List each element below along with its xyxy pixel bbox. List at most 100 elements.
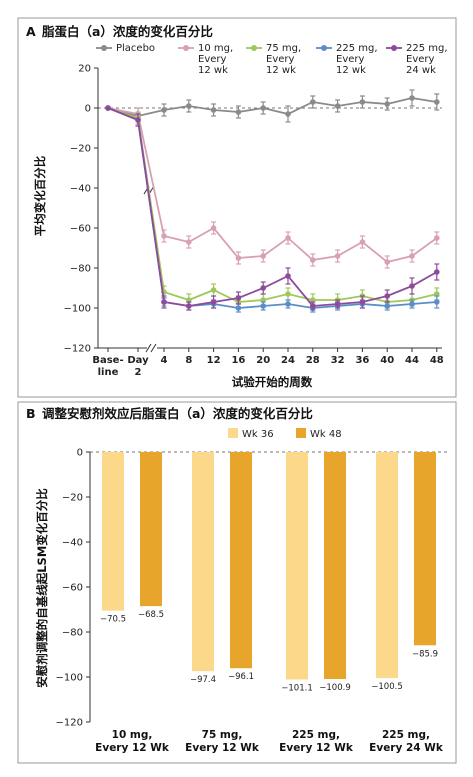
bar <box>192 452 214 672</box>
panel-b-letter: B <box>26 406 36 421</box>
x-tick-label: 12 <box>207 355 221 366</box>
data-point <box>434 99 440 105</box>
x-tick-label: 2 <box>135 367 142 378</box>
legend-label: Wk 48 <box>310 429 342 440</box>
legend-swatch <box>296 428 306 438</box>
legend-label: Every <box>406 54 435 65</box>
legend-label: 12 wk <box>198 65 228 76</box>
panel-b-ylabel: 安慰剂调整的自基线起LSM变化百分比 <box>35 488 49 688</box>
data-point <box>409 253 415 259</box>
x-tick-label: Base- <box>92 355 123 366</box>
legend-swatch-dot <box>391 45 397 51</box>
axis-break-mark <box>145 343 152 353</box>
y-tick-label: −60 <box>62 583 83 594</box>
data-point <box>409 283 415 289</box>
data-point <box>260 285 267 291</box>
data-point <box>434 269 440 275</box>
bar <box>140 452 162 607</box>
x-tick-label: line <box>98 367 119 378</box>
data-point <box>161 299 167 305</box>
data-point <box>210 225 217 231</box>
legend-label: 12 wk <box>266 65 296 76</box>
series-line <box>107 107 438 263</box>
x-tick-label: 32 <box>331 355 345 366</box>
y-tick-label: −20 <box>70 144 91 155</box>
y-tick-label: −40 <box>62 538 83 549</box>
y-tick-label: −80 <box>70 264 91 275</box>
y-tick-label: −20 <box>62 493 83 504</box>
data-point <box>384 259 391 265</box>
data-point <box>359 299 366 305</box>
y-tick-label: −60 <box>70 224 91 235</box>
bar <box>230 452 252 669</box>
bar-value-label: −101.1 <box>281 683 312 693</box>
data-point <box>135 117 141 123</box>
panel-a-ylabel: 平均变化百分比 <box>33 155 47 236</box>
legend-swatch-dot <box>321 45 327 51</box>
data-point <box>186 239 192 245</box>
data-point <box>186 303 192 309</box>
category-label: Every 24 Wk <box>369 742 444 754</box>
bar-value-label: −70.5 <box>100 615 126 625</box>
data-point <box>334 301 341 307</box>
legend-label: 10 mg, <box>198 43 233 54</box>
data-point <box>310 303 316 309</box>
y-tick-label: −120 <box>56 718 83 729</box>
y-tick-label: −40 <box>70 184 91 195</box>
data-point <box>260 105 267 111</box>
data-point <box>285 301 291 307</box>
y-tick-label: −100 <box>64 304 91 315</box>
data-point <box>384 303 391 309</box>
y-tick-label: 0 <box>85 104 91 115</box>
legend-label: 24 wk <box>406 65 436 76</box>
legend-label: 225 mg, <box>406 43 448 54</box>
panel-a-letter: A <box>26 24 36 39</box>
category-label: Every 12 Wk <box>95 742 170 754</box>
panel-a-title: 脂蛋白（a）浓度的变化百分比 <box>41 24 213 39</box>
panel-b-legend: Wk 36 Wk 48 <box>228 428 342 440</box>
bar <box>102 452 124 611</box>
legend-label: Wk 36 <box>242 429 274 440</box>
x-tick-label: 4 <box>161 355 168 366</box>
data-point <box>409 301 415 307</box>
panel-a-series <box>105 89 440 313</box>
bar <box>414 452 436 646</box>
x-tick-label: 36 <box>355 355 369 366</box>
axis-break-mark <box>150 343 157 353</box>
series-4 <box>105 105 440 311</box>
category-label: Every 12 Wk <box>279 742 354 754</box>
legend-label: 12 wk <box>336 65 366 76</box>
category-label: 10 mg, <box>112 729 153 741</box>
data-point <box>161 107 167 113</box>
data-point <box>235 295 242 301</box>
data-point <box>210 287 217 293</box>
bar-value-label: −100.9 <box>319 683 350 693</box>
bar-value-label: −68.5 <box>138 610 164 620</box>
data-point <box>310 257 316 263</box>
data-point <box>359 99 366 105</box>
data-point <box>186 103 192 109</box>
data-point <box>105 105 111 111</box>
category-label: Every 12 Wk <box>185 742 260 754</box>
data-point <box>235 305 242 311</box>
panel-b-bars: −70.5 −68.5 −97.4 −96.1 −101.1 −100.9 −100.5 −8… <box>100 452 438 693</box>
bar <box>376 452 398 679</box>
category-label: 225 mg, <box>292 729 340 741</box>
x-tick-label: 44 <box>405 355 419 366</box>
data-point <box>161 233 167 239</box>
bar-value-label: −96.1 <box>228 672 254 682</box>
data-point <box>235 255 242 261</box>
y-tick-label: 20 <box>78 64 91 75</box>
data-point <box>310 99 316 105</box>
x-tick-label: 8 <box>185 355 192 366</box>
data-point <box>260 253 267 259</box>
x-tick-label: 24 <box>281 355 295 366</box>
data-point <box>434 235 440 241</box>
legend-label: Every <box>198 54 227 65</box>
bar-value-label: −85.9 <box>412 649 438 659</box>
data-point <box>260 303 267 309</box>
panel-a-frame <box>17 17 457 398</box>
